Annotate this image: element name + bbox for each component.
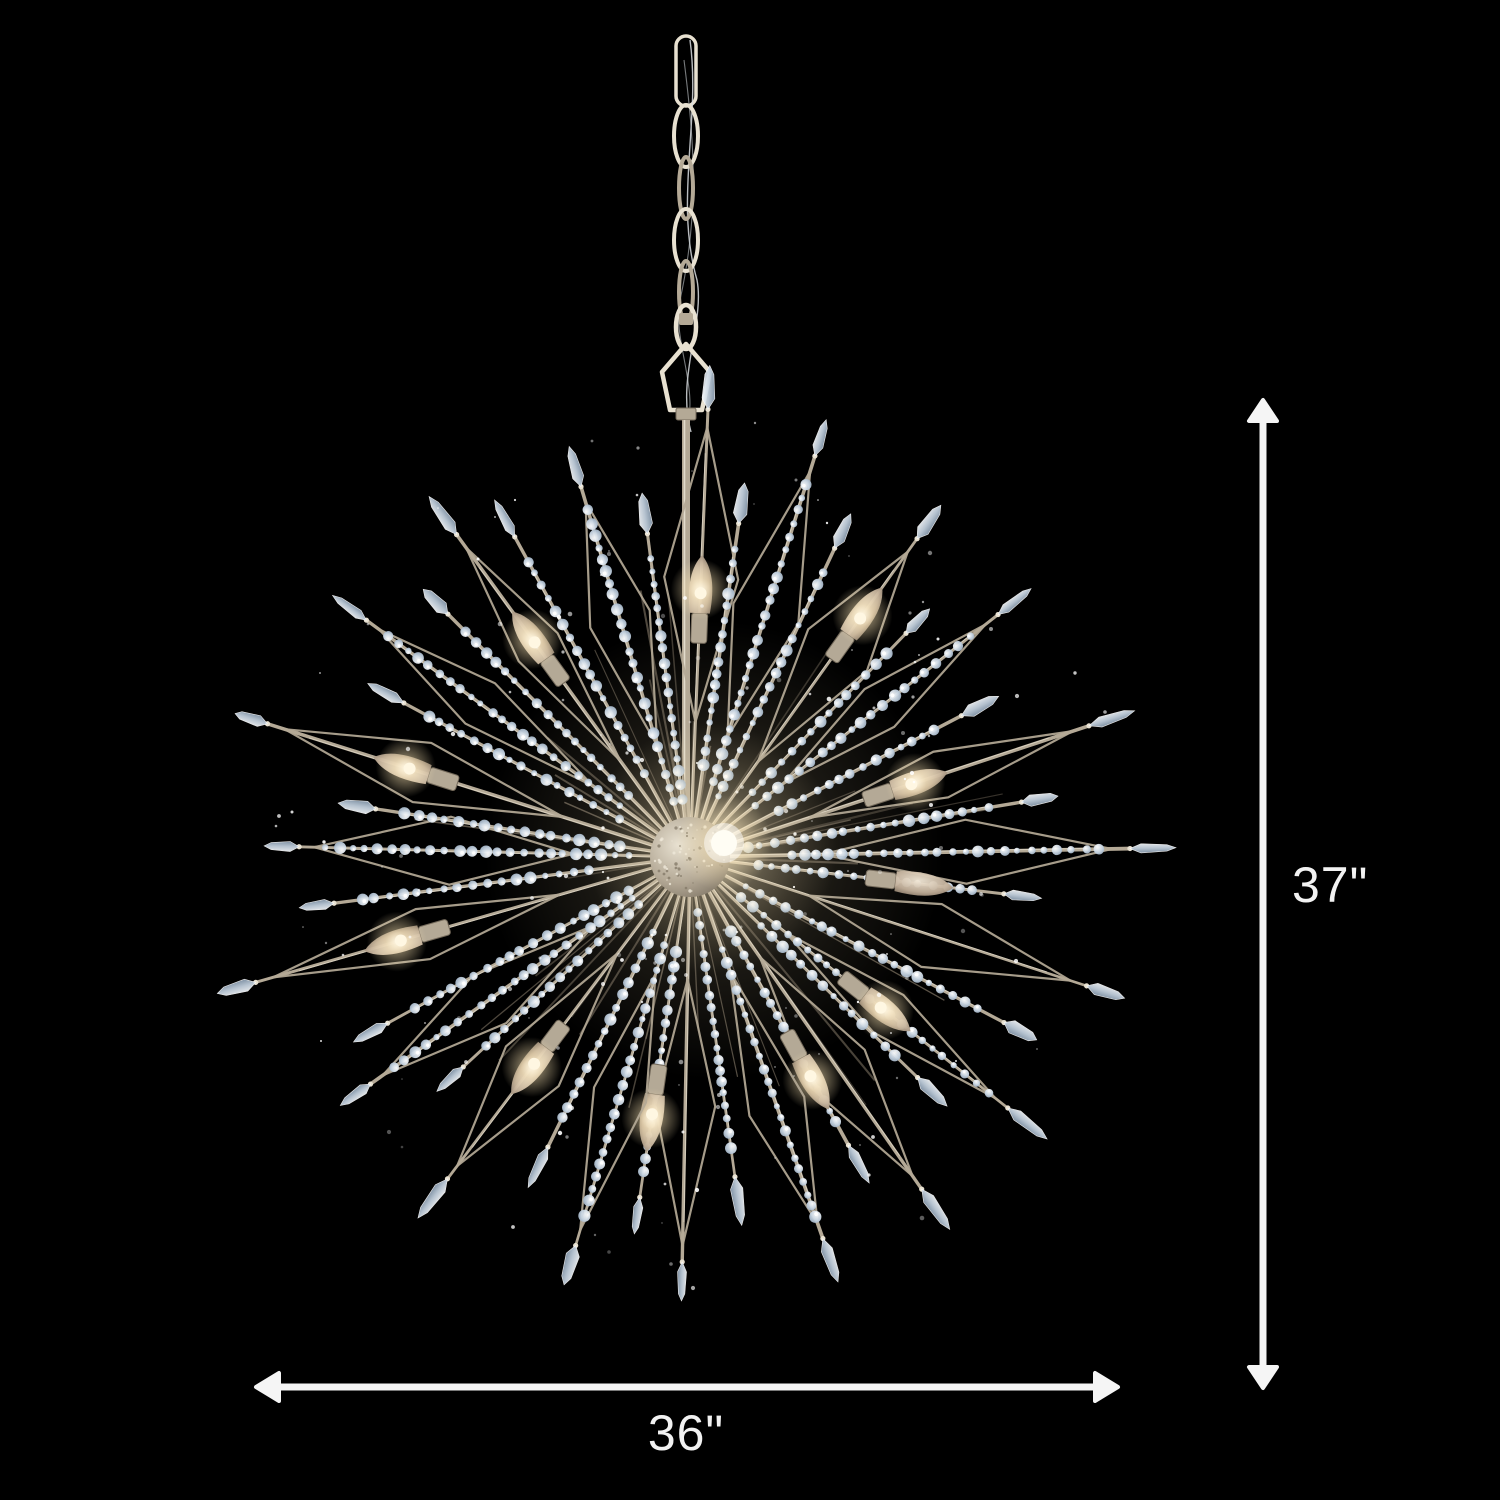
dimension-annotations bbox=[254, 398, 1279, 1403]
hanging-chain bbox=[659, 34, 713, 860]
width-dimension-arrow bbox=[254, 1371, 1120, 1403]
height-dimension-label: 37" bbox=[1292, 857, 1369, 913]
center-hub bbox=[587, 723, 837, 973]
width-dimension-label: 36" bbox=[647, 1405, 725, 1461]
height-dimension-arrow bbox=[1247, 398, 1279, 1390]
